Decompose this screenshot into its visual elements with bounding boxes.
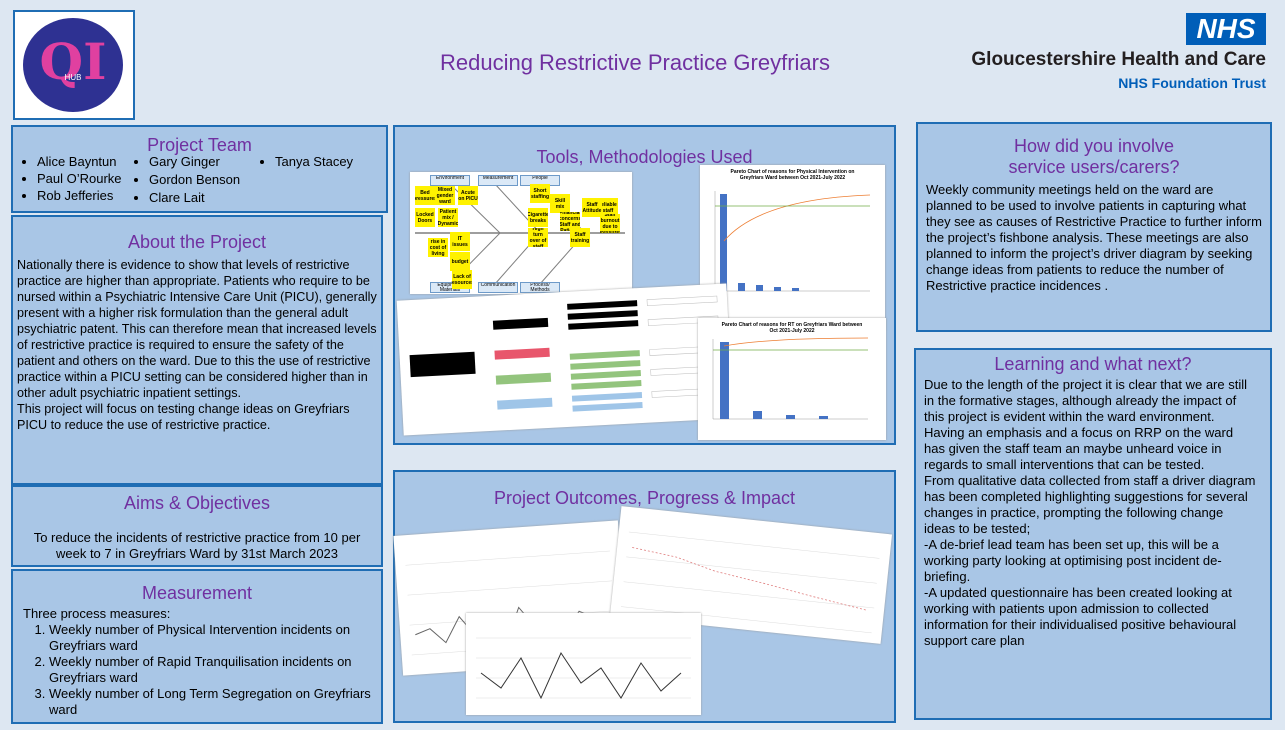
panel-title: Learning and what next?	[994, 354, 1192, 374]
sticky-note: Staff burnout due to pressures	[600, 214, 620, 233]
sticky-note: Skill mix	[550, 194, 570, 213]
pareto-chart: Pareto Chart of reasons for Physical Int…	[700, 165, 885, 330]
measure-list: Weekly number of Physical Intervention i…	[13, 622, 381, 718]
panel-title: Tools, Methodologies Used	[536, 147, 753, 167]
team-list: Tanya Stacey	[259, 153, 353, 171]
member: Clare Lait	[149, 189, 240, 207]
paragraph: This project will focus on testing chang…	[17, 402, 350, 432]
sticky-note: Staff training	[570, 228, 590, 247]
sticky-note: Staff Attitude	[582, 198, 602, 217]
sticky-note: rise in cost of living	[428, 238, 448, 257]
driver-graphic	[409, 295, 723, 412]
member: Paul O’Rourke	[37, 170, 122, 187]
panel-body: Due to the length of the project it is c…	[916, 377, 1270, 649]
driver-diagram	[396, 283, 734, 436]
about-panel: About the Project Nationally there is ev…	[11, 215, 383, 485]
chart-title: Pareto Chart of reasons for Physical Int…	[730, 169, 855, 181]
paragraph: Due to the length of the project it is c…	[924, 377, 1248, 424]
sticky-note: Bed pressures	[415, 186, 435, 205]
panel-title: How did you involve service users/carers…	[1008, 136, 1180, 177]
nhs-logo: NHS	[1186, 13, 1266, 45]
paragraph: -A de-brief lead team has been set up, t…	[924, 537, 1222, 584]
sticky-note: Locked Doors	[415, 208, 435, 227]
fishbone-category: Communication	[478, 282, 518, 293]
paragraph: Having an emphasis and a focus on RRP on…	[924, 425, 1234, 472]
measure: Weekly number of Long Term Segregation o…	[49, 686, 371, 718]
sticky-note: Acute on PICU	[458, 186, 478, 205]
logo-main: QI	[39, 32, 107, 91]
run-graphic	[620, 531, 880, 634]
sticky-note: High turn over of staff	[528, 228, 548, 247]
logo-sub: HUB	[64, 73, 82, 82]
panel-body: Nationally there is evidence to show tha…	[13, 255, 381, 433]
run-chart	[609, 506, 893, 644]
fishbone-category: Environment	[430, 175, 470, 186]
pareto-graphic	[714, 191, 871, 292]
panel-title: Aims & Objectives	[123, 493, 271, 513]
org-name: Gloucestershire Health and Care	[971, 49, 1266, 70]
panel-title: Project Team	[147, 135, 252, 155]
panel-title: Measurement	[141, 583, 253, 603]
chart-title: Pareto Chart of reasons for RT on Greyfr…	[721, 322, 863, 334]
measurement-panel: Measurement Three process measures: Week…	[11, 569, 383, 724]
pareto-graphic	[712, 337, 869, 420]
panel-body: Weekly community meetings held on the wa…	[926, 182, 1262, 293]
team-list: Alice Bayntun Paul O’Rourke Rob Jefferie…	[21, 153, 122, 204]
panel-body: To reduce the incidents of restrictive p…	[33, 530, 361, 561]
member: Alice Bayntun	[37, 153, 122, 170]
fishbone-category: Process/ Methods	[520, 282, 560, 293]
fishbone-diagram: Environment Measurement People Equipment/ M…	[410, 172, 632, 294]
paragraph: Nationally there is evidence to show tha…	[17, 258, 377, 400]
sticky-note: IT issues	[450, 232, 470, 251]
sticky-note: reliable staff	[598, 198, 618, 217]
member: Rob Jefferies	[37, 187, 122, 204]
sticky-note: Patient mix / Dynamic	[438, 208, 458, 227]
measure: Weekly number of Rapid Tranquilisation i…	[49, 654, 371, 686]
measure: Weekly number of Physical Intervention i…	[49, 622, 371, 654]
member: Tanya Stacey	[275, 153, 353, 171]
poster-title: Reducing Restrictive Practice Greyfriars	[439, 50, 830, 75]
panel-title: Project Outcomes, Progress & Impact	[493, 488, 796, 508]
fishbone-category: Measurement	[478, 175, 518, 186]
logo: QI HUB	[23, 18, 123, 112]
sticky-note: Mixed gender ward	[435, 186, 455, 205]
trust-name: NHS Foundation Trust	[1118, 75, 1266, 91]
run-graphic	[476, 637, 691, 700]
paragraph: -A updated questionnaire has been create…	[924, 585, 1237, 648]
learning-panel: Learning and what next? Due to the lengt…	[914, 348, 1272, 720]
involve-panel: How did you involve service users/carers…	[916, 122, 1272, 332]
team-panel: Project Team Alice Bayntun Paul O’Rourke…	[11, 125, 388, 213]
paragraph: From qualitative data collected from sta…	[924, 473, 1256, 536]
logo-box: QI HUB	[13, 10, 135, 120]
member: Gordon Benson	[149, 171, 240, 189]
member: Gary Ginger	[149, 153, 240, 171]
sticky-note: Short staffing	[530, 184, 550, 203]
panel-title: About the Project	[127, 232, 267, 252]
run-chart	[466, 613, 701, 715]
team-list: Gary Ginger Gordon Benson Clare Lait	[133, 153, 240, 207]
measure-intro: Three process measures:	[23, 606, 171, 621]
sticky-note: Cigarette breaks	[528, 208, 548, 227]
sticky-note: budget	[450, 252, 470, 271]
aims-panel: Aims & Objectives To reduce the incident…	[11, 485, 383, 567]
sticky-note: Lack of resources	[452, 270, 472, 289]
pareto-chart: Pareto Chart of reasons for RT on Greyfr…	[698, 318, 886, 440]
